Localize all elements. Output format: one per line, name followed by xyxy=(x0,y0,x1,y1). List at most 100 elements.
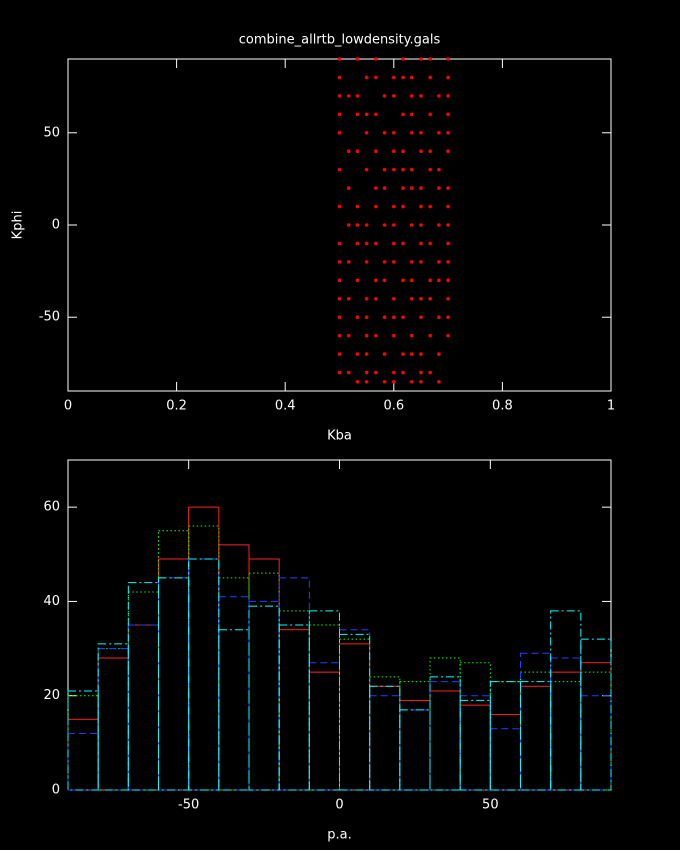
x-tick-label: 0.2 xyxy=(166,399,187,414)
y-tick-label: 50 xyxy=(43,125,60,140)
scatter-point xyxy=(437,260,441,264)
scatter-point xyxy=(337,167,342,172)
scatter-point xyxy=(392,370,396,375)
scatter-point xyxy=(374,149,378,154)
scatter-point xyxy=(419,370,423,375)
histogram-bar xyxy=(127,582,159,791)
scatter-point xyxy=(337,278,342,283)
scatter-point xyxy=(364,370,369,375)
scatter-point xyxy=(337,94,342,98)
scatter-point xyxy=(382,167,387,172)
scatter-point xyxy=(337,370,342,375)
scatter-point xyxy=(446,186,450,190)
scatter-point xyxy=(355,57,360,61)
histogram-bar xyxy=(489,681,522,791)
scatter-point xyxy=(401,278,405,283)
scatter-point xyxy=(409,352,414,356)
scatter-point xyxy=(446,278,450,283)
scatter-point xyxy=(392,130,396,135)
scatter-point xyxy=(446,296,450,301)
x-tick-label: 0 xyxy=(335,798,343,813)
y-tick-label: 20 xyxy=(43,688,60,703)
scatter-point xyxy=(337,315,342,320)
scatter-point xyxy=(409,167,414,172)
scatter-point xyxy=(437,167,441,172)
scatter-point xyxy=(419,204,423,209)
scatter-point xyxy=(419,296,423,301)
scatter-point xyxy=(428,112,432,117)
scatter-point xyxy=(401,315,405,320)
scatter-point xyxy=(401,167,405,172)
scatter-point xyxy=(382,94,387,98)
scatter-point xyxy=(419,57,423,61)
scatter-point xyxy=(401,75,405,80)
scatter-point xyxy=(419,352,423,356)
scatter-point xyxy=(364,223,369,227)
scatter-point xyxy=(437,186,441,190)
y-tick-label: 0 xyxy=(52,218,60,233)
scatter-point xyxy=(419,223,423,227)
scatter-point xyxy=(337,296,342,301)
histogram-bar xyxy=(158,577,190,791)
scatter-point xyxy=(355,278,360,283)
scatter-point xyxy=(419,94,423,98)
y-tick-label: 0 xyxy=(52,783,60,798)
scatter-point xyxy=(428,370,432,375)
scatter-point xyxy=(446,260,450,264)
scatter-point xyxy=(419,149,423,154)
scatter-point xyxy=(401,186,405,190)
scatter-point xyxy=(419,130,423,135)
scatter-point xyxy=(374,57,378,61)
scatter-point xyxy=(437,94,441,98)
scatter-point xyxy=(374,204,378,209)
scatter-point xyxy=(446,94,450,98)
scatter-point xyxy=(401,112,405,117)
scatter-point xyxy=(337,260,342,264)
scatter-point xyxy=(355,223,360,227)
scatter-point xyxy=(428,57,432,61)
scatter-point xyxy=(428,204,432,209)
scatter-point xyxy=(355,352,360,356)
x-tick-label: 1 xyxy=(607,399,615,414)
scatter-point xyxy=(374,75,378,80)
scatter-point xyxy=(346,149,351,154)
scatter-point xyxy=(364,296,369,301)
y-tick-label: -50 xyxy=(39,310,60,325)
scatter-point xyxy=(392,75,396,80)
scatter-point xyxy=(409,333,414,338)
scatter-point xyxy=(392,204,396,209)
scatter-point xyxy=(446,112,450,117)
scatter-point xyxy=(382,352,387,356)
scatter-point xyxy=(401,57,405,61)
scatter-point xyxy=(446,75,450,80)
scatter-point xyxy=(437,223,441,227)
x-tick-label: 0.6 xyxy=(383,399,404,414)
scatter-point xyxy=(364,112,369,117)
scatter-point xyxy=(437,352,441,356)
x-tick-label: 0.8 xyxy=(492,399,513,414)
scatter-point xyxy=(364,241,369,246)
scatter-point xyxy=(355,112,360,117)
histogram-bar xyxy=(218,629,250,791)
scatter-point xyxy=(409,75,414,80)
histogram-bar xyxy=(429,676,461,791)
scatter-point xyxy=(446,57,450,61)
scatter-point xyxy=(392,94,396,98)
scatter-point xyxy=(392,241,396,246)
histogram-bar xyxy=(67,690,99,791)
scatter-point xyxy=(409,278,414,283)
scatter-point xyxy=(355,204,360,209)
scatter-point xyxy=(409,112,414,117)
histogram-bar xyxy=(580,638,612,791)
scatter-point xyxy=(419,186,423,190)
scatter-point xyxy=(355,315,360,320)
scatter-point xyxy=(401,241,405,246)
scatter-point xyxy=(428,278,432,283)
scatter-point xyxy=(337,204,342,209)
scatter-point xyxy=(409,94,414,98)
scatter-point xyxy=(446,315,450,320)
scatter-point xyxy=(392,296,396,301)
scatter-point xyxy=(428,167,432,172)
scatter-point xyxy=(428,75,432,80)
scatter-point xyxy=(337,333,342,338)
